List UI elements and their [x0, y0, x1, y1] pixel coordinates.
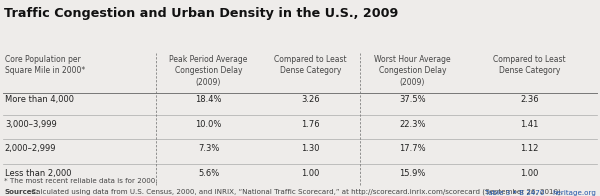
Text: * The most recent reliable data is for 2000.: * The most recent reliable data is for 2…	[4, 178, 158, 184]
Text: Core Population per
Square Mile in 2000*: Core Population per Square Mile in 2000*	[5, 55, 85, 75]
Text: 1.76: 1.76	[301, 120, 320, 129]
Text: 1.12: 1.12	[520, 144, 539, 153]
Text: More than 4,000: More than 4,000	[5, 95, 74, 104]
Text: 5.6%: 5.6%	[198, 169, 219, 178]
Text: 1.00: 1.00	[301, 169, 320, 178]
Text: Peak Period Average
Congestion Delay
(2009): Peak Period Average Congestion Delay (20…	[169, 55, 248, 87]
Text: Less than 2,000: Less than 2,000	[5, 169, 71, 178]
Text: 15.9%: 15.9%	[400, 169, 425, 178]
Text: 7.3%: 7.3%	[198, 144, 219, 153]
Text: Traffic Congestion and Urban Density in the U.S., 2009: Traffic Congestion and Urban Density in …	[4, 7, 398, 20]
Text: Calculated using data from U.S. Census, 2000, and INRIX, “National Traffic Score: Calculated using data from U.S. Census, …	[29, 189, 563, 195]
Text: 2.36: 2.36	[520, 95, 539, 104]
Text: 2,000–2,999: 2,000–2,999	[5, 144, 56, 153]
Text: 37.5%: 37.5%	[399, 95, 426, 104]
Text: 22.3%: 22.3%	[399, 120, 426, 129]
Text: 1.00: 1.00	[520, 169, 539, 178]
Text: Table 3 • B 2470: Table 3 • B 2470	[485, 190, 548, 196]
Text: 3,000–3,999: 3,000–3,999	[5, 120, 56, 129]
Text: Sources:: Sources:	[4, 189, 39, 195]
Text: 10.0%: 10.0%	[196, 120, 221, 129]
Text: heritage.org: heritage.org	[553, 190, 596, 196]
Text: 17.7%: 17.7%	[399, 144, 426, 153]
Text: 3.26: 3.26	[301, 95, 320, 104]
Text: 18.4%: 18.4%	[195, 95, 222, 104]
Text: 1.30: 1.30	[301, 144, 320, 153]
Text: 1.41: 1.41	[520, 120, 539, 129]
Text: Compared to Least
Dense Category: Compared to Least Dense Category	[493, 55, 566, 75]
Text: Compared to Least
Dense Category: Compared to Least Dense Category	[274, 55, 347, 75]
Text: Worst Hour Average
Congestion Delay
(2009): Worst Hour Average Congestion Delay (200…	[374, 55, 451, 87]
